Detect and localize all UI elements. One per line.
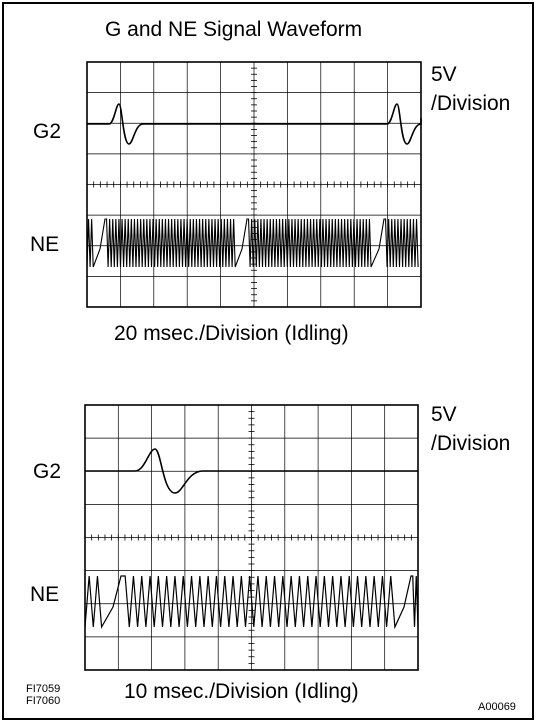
division-unit-bottom: /Division bbox=[431, 432, 511, 455]
figure-id-2: FI7060 bbox=[26, 695, 61, 707]
oscilloscope-grid-bottom bbox=[84, 404, 419, 671]
ne-channel-label-bottom: NE bbox=[30, 583, 60, 606]
voltage-scale-label-bottom: 5V /Division bbox=[431, 400, 510, 458]
division-unit-top: /Division bbox=[431, 92, 511, 115]
voltage-per-division-top: 5V bbox=[431, 63, 457, 86]
g2-waveform-bottom bbox=[85, 448, 418, 494]
voltage-per-division-bottom: 5V bbox=[431, 403, 457, 426]
ne-waveform-bottom bbox=[84, 575, 419, 630]
ne-waveform-top bbox=[86, 218, 419, 268]
timebase-caption-top: 20 msec./Division (Idling) bbox=[114, 322, 349, 345]
ne-channel-label-top: NE bbox=[30, 233, 60, 256]
voltage-scale-label-top: 5V /Division bbox=[431, 60, 510, 118]
figure-id-1: FI7059 bbox=[26, 683, 61, 695]
figure-id-block: FI7059 FI7060 bbox=[26, 683, 60, 707]
oscilloscope-grid-top bbox=[86, 61, 422, 308]
figure-title: G and NE Signal Waveform bbox=[105, 18, 363, 41]
g2-waveform-top bbox=[87, 103, 422, 145]
image-id: A00069 bbox=[478, 701, 516, 713]
figure-frame bbox=[2, 2, 534, 720]
timebase-caption-bottom: 10 msec./Division (Idling) bbox=[124, 680, 359, 703]
g2-channel-label-top: G2 bbox=[33, 120, 62, 143]
g2-channel-label-bottom: G2 bbox=[33, 460, 62, 483]
